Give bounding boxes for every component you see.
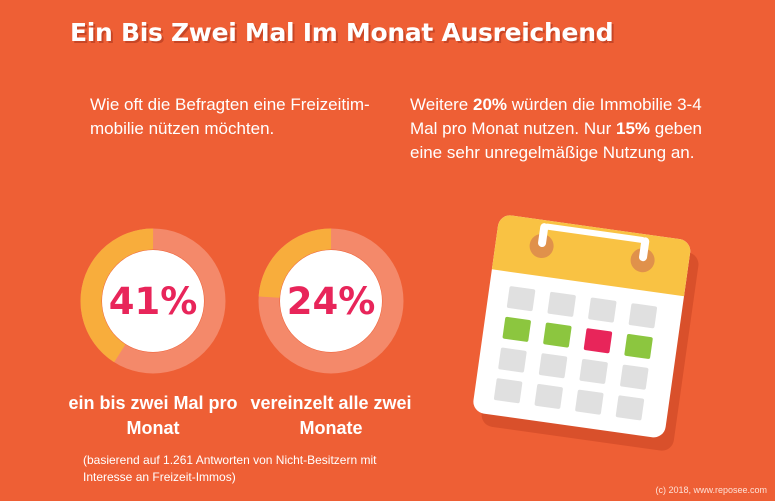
donut-center	[102, 250, 204, 352]
page-title: Ein Bis Zwei Mal Im Monat Ausreichend	[70, 18, 614, 47]
donut-center	[280, 250, 382, 352]
donut-caption-bimonthly: vereinzelt alle zwei Monate	[250, 393, 412, 438]
side-note: Weitere 20% würden die Immobilie 3-4 Mal…	[410, 93, 710, 165]
donut-chart-bimonthly: 24%	[258, 228, 404, 374]
donut-arc	[80, 228, 226, 374]
calendar-day-cell	[543, 322, 572, 348]
donut-value-label: 41%	[109, 280, 198, 323]
side-note-part-2: würden die Immobilie 3-4 Mal pro Monat n…	[410, 95, 702, 138]
calendar-day-cell	[628, 303, 658, 329]
source-note: (basierend auf 1.261 Antworten von Nicht…	[83, 453, 377, 484]
calendar-day-cell	[506, 286, 536, 312]
side-note-part-1: Weitere	[410, 95, 473, 114]
calendar-day-cell	[538, 353, 568, 379]
calendar-ring-post-right	[639, 237, 650, 262]
donut-value-label: 24%	[287, 280, 376, 323]
donut-chart-monthly: 41%	[80, 228, 226, 374]
copyright: (c) 2018, www.reposee.com	[655, 485, 767, 495]
calendar-icon	[473, 215, 699, 451]
calendar-ring-post-left	[538, 223, 549, 248]
calendar-day-cell	[615, 395, 645, 421]
calendar-ring-bar	[544, 223, 646, 243]
calendar-day-cell	[493, 378, 523, 404]
calendar-day-grid	[493, 286, 658, 421]
side-note-highlight-2: 15%	[615, 119, 651, 138]
calendar-day-cell	[579, 359, 608, 384]
calendar-day-cell	[583, 328, 613, 354]
calendar-day-cell	[547, 291, 576, 317]
intro-text: Wie oft die Befragten eine Freizeitim-mo…	[90, 95, 370, 138]
calendar-day-cell	[534, 384, 563, 409]
calendar-day-cell	[502, 316, 531, 342]
donut-caption-monthly: ein bis zwei Mal pro Monat	[68, 393, 238, 438]
calendar-day-cell	[498, 347, 527, 373]
side-note-part-3: geben eine sehr unregelmäßige Nutzung an…	[410, 119, 703, 162]
calendar-day-cell	[620, 364, 649, 390]
calendar-day-cell	[624, 334, 653, 359]
side-note-highlight-1: 20%	[473, 95, 508, 114]
calendar-day-cell	[588, 297, 617, 323]
calendar-day-cell	[575, 389, 604, 415]
